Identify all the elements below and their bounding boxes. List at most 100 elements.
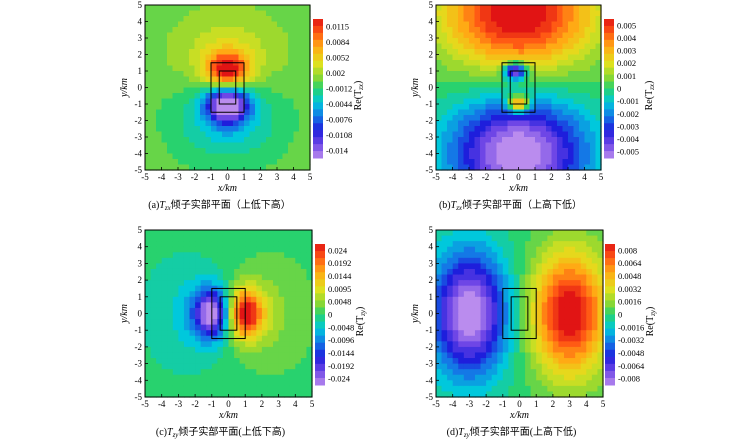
heatmap-cell [502, 319, 509, 326]
heatmap-cell [260, 109, 267, 116]
heatmap-cell [463, 380, 470, 387]
heatmap-cell [497, 246, 504, 253]
heatmap-cell [200, 10, 207, 17]
heatmap-cell [161, 324, 168, 331]
heatmap-cell [513, 263, 521, 270]
heatmap-cell [591, 341, 599, 348]
heatmap-cell [552, 280, 560, 287]
heatmap-cell [150, 285, 157, 292]
heatmap-cell [496, 104, 503, 111]
heatmap-cell [284, 291, 291, 298]
heatmap-cell [304, 87, 311, 94]
heatmap-cell [244, 115, 251, 122]
heatmap-cell [244, 120, 251, 127]
heatmap-cell [485, 65, 492, 72]
heatmap-cell [480, 230, 487, 237]
heatmap-cell [568, 137, 575, 144]
heatmap-cell [200, 120, 207, 127]
heatmap-cell [568, 159, 575, 166]
heatmap-cell [278, 335, 285, 342]
heatmap-cell [178, 142, 185, 149]
heatmap-cell [288, 120, 295, 127]
heatmap-cell [579, 142, 586, 149]
heatmap-cell [189, 126, 196, 133]
heatmap-cell [568, 10, 575, 17]
heatmap-cell [299, 54, 306, 61]
heatmap-cell [145, 10, 152, 17]
heatmap-cell [271, 49, 278, 56]
heatmap-cell [216, 153, 223, 160]
y-axis-label: y/km [410, 304, 421, 324]
colorbar: 0.0240.01920.01440.00950.00480-0.0048-0.… [315, 244, 367, 386]
heatmap-cell [189, 257, 196, 264]
heatmap-cell [535, 93, 542, 100]
heatmap-cell [278, 319, 285, 326]
heatmap-cell [278, 274, 285, 281]
heatmap-cell [502, 137, 509, 144]
heatmap-cell [178, 235, 185, 242]
heatmap-cell [273, 391, 280, 398]
heatmap-cell [256, 263, 263, 270]
inner-body-outline [219, 296, 238, 331]
heatmap-cell [452, 164, 459, 171]
heatmap-cell [206, 291, 213, 298]
heatmap-cell [266, 38, 273, 45]
heatmap-cell [278, 257, 285, 264]
heatmap-cell [145, 60, 152, 67]
heatmap-cell [524, 16, 531, 23]
heatmap-cell [249, 49, 256, 56]
heatmap-cell [518, 148, 525, 155]
x-tick-label: -2 [191, 172, 199, 182]
heatmap-cell [436, 352, 443, 359]
heatmap-cell [497, 307, 504, 315]
heatmap-cell [597, 369, 604, 376]
heatmap-cell [284, 369, 291, 376]
heatmap-cell [458, 54, 465, 61]
heatmap-cell [502, 120, 509, 127]
heatmap-cell [255, 148, 262, 155]
heatmap-cell [293, 148, 300, 155]
heatmap-cell [496, 109, 503, 116]
heatmap-cell [189, 76, 196, 83]
x-tick-label: -3 [465, 172, 473, 182]
heatmap-cell [547, 346, 554, 354]
heatmap-cell [206, 241, 213, 248]
heatmap-cell [178, 16, 185, 23]
heatmap-cell [441, 153, 448, 160]
heatmap-cell [271, 159, 278, 166]
colorbar-swatch [604, 60, 614, 69]
heatmap-cell [447, 49, 454, 56]
heatmap-cell [172, 346, 179, 354]
heatmap-cell [200, 142, 207, 149]
heatmap-cell [458, 252, 465, 259]
heatmap-cell [178, 285, 185, 292]
heatmap-cell [222, 385, 230, 393]
heatmap-cell [486, 346, 493, 354]
heatmap-cell [300, 230, 308, 237]
heatmap-cell [458, 16, 465, 23]
heatmap-cell [463, 313, 470, 320]
heatmap-cell [502, 98, 509, 105]
heatmap-cell [238, 148, 245, 155]
heatmap-cell [595, 142, 602, 149]
heatmap-cell [211, 268, 218, 276]
heatmap-cell [485, 43, 492, 50]
heatmap-cell [579, 21, 586, 28]
heatmap-cell [267, 291, 274, 298]
heatmap-cell [156, 252, 163, 259]
heatmap-cell [547, 252, 554, 259]
heatmap-cell [513, 246, 521, 253]
heatmap-cell [486, 274, 493, 281]
colorbar-tick-label: 0.0095 [328, 284, 351, 294]
y-tick-label: 3 [429, 33, 434, 43]
heatmap-cell [189, 246, 196, 253]
heatmap-cell [547, 296, 554, 303]
heatmap-cell [524, 10, 531, 17]
heatmap-cell [519, 268, 526, 276]
heatmap-cell [569, 358, 576, 365]
heatmap-cell [183, 385, 191, 393]
heatmap-cell [261, 241, 269, 248]
heatmap-cell [172, 5, 179, 12]
heatmap-cell [267, 263, 274, 270]
heatmap-cell [299, 115, 306, 122]
